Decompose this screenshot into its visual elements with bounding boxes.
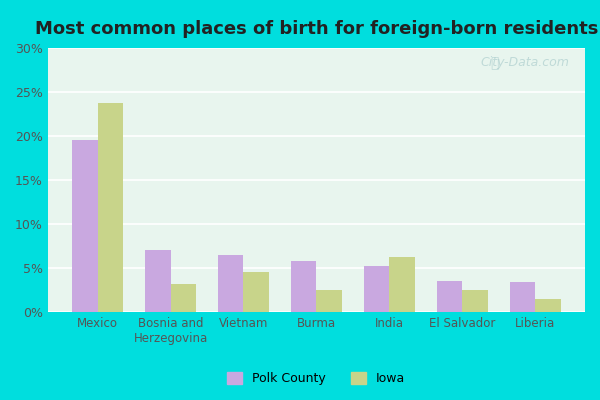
Bar — [364, 266, 389, 312]
Bar — [170, 284, 196, 312]
Bar — [509, 282, 535, 312]
Text: Ⓢ: Ⓢ — [491, 56, 499, 70]
Bar — [244, 272, 269, 312]
Bar — [389, 256, 415, 312]
Bar — [98, 102, 123, 312]
Bar — [72, 140, 98, 312]
Legend: Polk County, Iowa: Polk County, Iowa — [223, 367, 410, 390]
Bar — [291, 261, 316, 312]
Title: Most common places of birth for foreign-born residents: Most common places of birth for foreign-… — [35, 20, 598, 38]
Bar — [316, 290, 342, 312]
Text: City-Data.com: City-Data.com — [480, 56, 569, 69]
Bar — [535, 299, 560, 312]
Bar — [437, 281, 462, 312]
Bar — [145, 250, 170, 312]
Bar — [462, 290, 488, 312]
Bar — [218, 255, 244, 312]
